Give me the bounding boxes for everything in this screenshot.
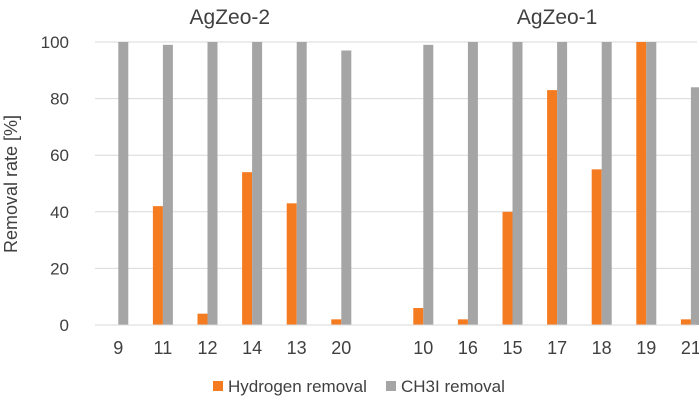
x-category-label: 21	[681, 338, 699, 358]
x-axis-categories: 9 11 12 14 13 20 10 16 15 17 18 19 21	[113, 338, 699, 358]
y-tick-label: 20	[50, 259, 69, 278]
bar-hydrogen-removal	[197, 313, 208, 325]
y-tick-label: 80	[50, 90, 69, 109]
x-category-label: 18	[592, 338, 612, 358]
bar-hydrogen-removal	[636, 42, 647, 325]
bar-hydrogen-removal	[502, 211, 513, 325]
legend: Hydrogen removal CH3I removal	[213, 377, 505, 396]
bar-ch3i-removal	[690, 87, 699, 325]
group-titles: AgZeo-2 AgZeo-1	[190, 6, 598, 29]
bar-hydrogen-removal	[286, 203, 297, 325]
x-category-label: 11	[154, 338, 173, 358]
bar-ch3i-removal	[341, 50, 352, 326]
bar-hydrogen-removal	[457, 319, 468, 325]
bar-hydrogen-removal	[591, 169, 602, 325]
bar-ch3i-removal	[557, 42, 568, 325]
legend-swatch	[386, 381, 396, 391]
bars	[118, 42, 699, 326]
legend-label: CH3I removal	[401, 377, 505, 396]
bar-ch3i-removal	[252, 42, 263, 325]
bar-hydrogen-removal	[413, 308, 424, 325]
x-category-label: 10	[413, 338, 433, 358]
x-category-label: 20	[331, 338, 351, 358]
y-tick-label: 100	[41, 33, 69, 52]
bar-ch3i-removal	[118, 42, 129, 325]
x-category-label: 19	[636, 338, 656, 358]
bar-hydrogen-removal	[680, 319, 691, 325]
bar-hydrogen-removal	[547, 90, 558, 325]
x-category-label: 15	[502, 338, 522, 358]
x-category-label: 14	[242, 338, 262, 358]
bar-ch3i-removal	[162, 44, 173, 326]
x-category-label: 13	[287, 338, 307, 358]
y-tick-label: 40	[50, 203, 69, 222]
bar-ch3i-removal	[296, 42, 307, 325]
y-axis-label: Removal rate [%]	[1, 115, 21, 253]
x-category-label: 17	[547, 338, 567, 358]
bar-hydrogen-removal	[242, 172, 253, 325]
x-category-label: 12	[197, 338, 217, 358]
bar-hydrogen-removal	[331, 319, 342, 325]
bar-ch3i-removal	[601, 42, 612, 325]
x-category-label: 9	[113, 338, 123, 358]
legend-swatch	[213, 381, 223, 391]
group-title: AgZeo-1	[517, 6, 598, 29]
bar-ch3i-removal	[423, 44, 434, 326]
group-title: AgZeo-2	[190, 6, 271, 29]
y-tick-label: 60	[50, 146, 69, 165]
bar-ch3i-removal	[207, 42, 218, 325]
y-axis-ticks: 0 20 40 60 80 100	[41, 33, 69, 335]
bar-ch3i-removal	[467, 42, 478, 325]
bar-ch3i-removal	[512, 42, 523, 325]
y-tick-label: 0	[60, 316, 69, 335]
bar-hydrogen-removal	[152, 206, 163, 325]
bar-ch3i-removal	[646, 42, 657, 325]
x-category-label: 16	[458, 338, 478, 358]
legend-label: Hydrogen removal	[228, 377, 367, 396]
